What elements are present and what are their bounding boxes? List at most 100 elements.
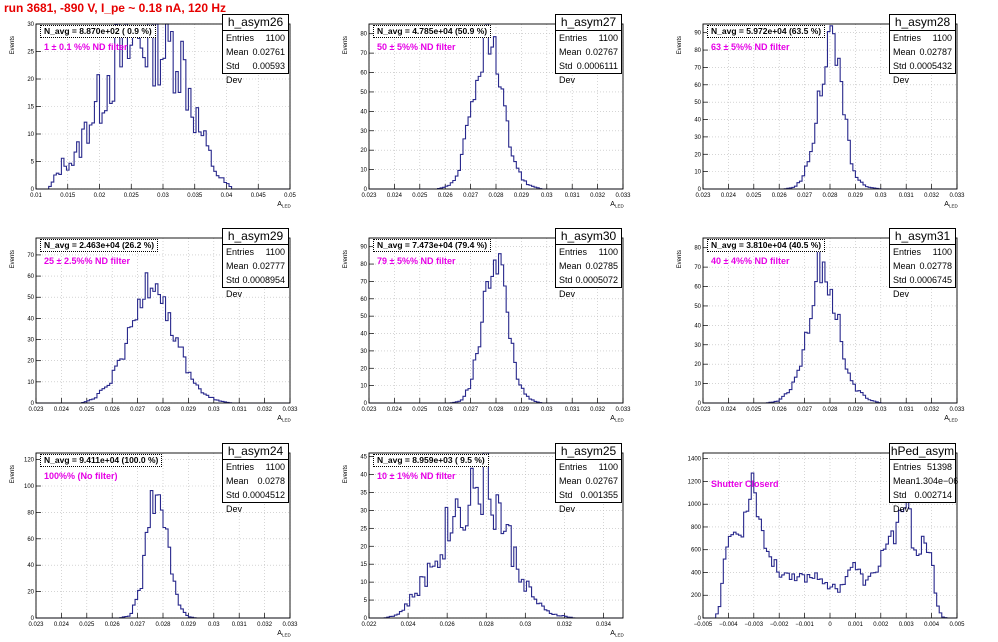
histogram-plot: 0.023 0.024 0.025 0.026 0.027 0.028 0.029 0.03 0…	[343, 237, 631, 423]
stats-label-stddev: Std Dev	[893, 275, 910, 299]
stats-value-stddev: 0.0008954	[242, 275, 285, 285]
y-tick-label: 60	[694, 83, 701, 89]
y-tick-label: 20	[27, 359, 34, 365]
y-tick-label: 10	[694, 382, 701, 388]
histogram-panel: 0.023 0.024 0.025 0.026 0.027 0.028 0.029 0.03 0…	[333, 226, 633, 427]
x-tick-label: 0.028	[488, 193, 504, 199]
x-tick-label: 0.023	[361, 407, 377, 413]
x-tick-label: 0.029	[181, 622, 197, 628]
stats-value-mean: 0.02785	[585, 261, 618, 271]
x-tick-label: 0.03	[875, 193, 887, 199]
stats-row-mean: Mean 0.02761	[223, 45, 288, 59]
histogram-name: h_asym30	[556, 229, 621, 245]
stats-box: h_asym25 Entries 1100 Mean 0.02767 Std Dev 0.0…	[555, 443, 622, 514]
y-tick-label: 0	[31, 187, 35, 193]
x-tick-label: 0.023	[361, 193, 377, 199]
plot-frame	[35, 237, 291, 404]
stats-value-stddev: 0.002714	[914, 490, 952, 500]
y-tick-label: 0	[698, 187, 702, 193]
stats-row-stddev: Std Dev 0.0004512	[223, 488, 288, 514]
y-tick-label: 100	[24, 484, 35, 490]
x-tick-label: 0.027	[130, 407, 146, 413]
x-tick-label: 0.029	[181, 407, 197, 413]
x-axis-label: ALED	[277, 630, 291, 638]
y-tick-label: 0	[31, 401, 35, 407]
stats-label-stddev: Std Dev	[893, 61, 910, 85]
x-axis-label: ALED	[277, 201, 291, 209]
y-tick-label: 20	[360, 544, 367, 550]
x-tick-label: 0.022	[361, 622, 377, 628]
y-tick-label: 0	[364, 187, 368, 193]
x-tick-label: 0.028	[488, 407, 504, 413]
y-tick-label: 15	[27, 105, 34, 111]
y-axis-label: Events	[677, 250, 683, 268]
x-tick-label: 0.032	[557, 622, 573, 628]
stats-value-mean: 0.02787	[919, 47, 952, 57]
x-tick-label: 0.031	[232, 407, 248, 413]
y-tick-label: 40	[27, 316, 34, 322]
x-tick-label: 0.031	[565, 407, 581, 413]
x-axis-label-sub: LED	[615, 418, 625, 423]
y-tick-label: 60	[360, 297, 367, 303]
stats-label-entries: Entries	[559, 462, 588, 472]
histogram-line	[36, 489, 290, 619]
histogram-name: h_asym29	[223, 229, 288, 245]
histogram-name: h_asym25	[556, 444, 621, 460]
x-tick-label: 0.029	[848, 407, 864, 413]
y-tick-label: 0	[31, 616, 35, 622]
stats-value-stddev: 0.0005432	[909, 61, 952, 71]
y-axis-label: Events	[343, 36, 349, 54]
x-tick-label: 0.025	[412, 407, 428, 413]
histogram-panel: 0.023 0.024 0.025 0.026 0.027 0.028 0.029 0.03 0…	[667, 226, 967, 427]
stats-row-mean: Mean 0.0278	[223, 474, 288, 488]
x-tick-label: 0.026	[772, 193, 788, 199]
y-tick-label: 60	[27, 537, 34, 543]
histogram-name: h_asym27	[556, 15, 621, 31]
stats-row-mean: Mean 0.02777	[223, 259, 288, 273]
x-tick-label: 0.032	[590, 193, 606, 199]
x-tick-label: 0.023	[28, 622, 44, 628]
x-tick-label: 0.027	[797, 193, 813, 199]
x-axis-label-main: A	[277, 415, 282, 422]
y-tick-label: 45	[360, 455, 367, 461]
x-tick-label: 0.024	[387, 193, 403, 199]
x-tick-label: 0.026	[438, 407, 454, 413]
x-tick-label: 0.023	[695, 193, 711, 199]
stats-box: h_asym28 Entries 1100 Mean 0.02787 Std Dev 0.0…	[889, 14, 956, 85]
x-tick-label: 0.025	[746, 193, 762, 199]
y-tick-label: 120	[24, 458, 35, 464]
navg-label: N_avg = 4.785e+04 (50.9 %)	[373, 25, 492, 38]
filter-note: 10 ± 1%% ND filter	[377, 471, 456, 481]
x-tick-label: 0.033	[282, 407, 298, 413]
y-tick-label: 30	[360, 508, 367, 514]
y-tick-label: 1400	[688, 457, 702, 463]
stats-value-entries: 1100	[932, 247, 952, 257]
x-tick-label: 0.027	[797, 407, 813, 413]
filter-note: Shutter Closerd	[711, 479, 779, 489]
x-tick-label: 0.024	[721, 407, 737, 413]
y-tick-label: 70	[27, 253, 34, 259]
y-tick-label: 70	[360, 279, 367, 285]
x-tick-label: 0.028	[479, 622, 495, 628]
y-tick-label: 10	[360, 580, 367, 586]
stats-value-mean: 0.02767	[585, 47, 618, 57]
histogram-plot: 0.023 0.024 0.025 0.026 0.027 0.028 0.029 0.03 0…	[343, 23, 631, 209]
stats-box: h_asym31 Entries 1100 Mean 0.02778 Std Dev 0.0…	[889, 228, 956, 299]
histogram-plot: 0.023 0.024 0.025 0.026 0.027 0.028 0.029 0.03 0…	[10, 237, 298, 423]
y-axis-label: Events	[677, 36, 683, 54]
y-tick-label: 20	[360, 366, 367, 372]
x-axis-label-main: A	[610, 415, 615, 422]
x-tick-label: 0.024	[721, 193, 737, 199]
y-tick-label: 10	[694, 170, 701, 176]
y-tick-label: 600	[691, 548, 702, 554]
plot-frame	[35, 23, 291, 190]
filter-note: 50 ± 5%% ND filter	[377, 42, 456, 52]
x-tick-label: 0	[828, 622, 832, 628]
y-tick-label: 60	[27, 274, 34, 280]
histogram-line	[36, 272, 290, 404]
x-tick-label: 0.032	[924, 407, 940, 413]
histogram-name: h_asym26	[223, 15, 288, 31]
x-tick-label: 0.024	[401, 622, 417, 628]
stats-label-entries: Entries	[893, 247, 922, 257]
y-tick-label: 50	[360, 314, 367, 320]
